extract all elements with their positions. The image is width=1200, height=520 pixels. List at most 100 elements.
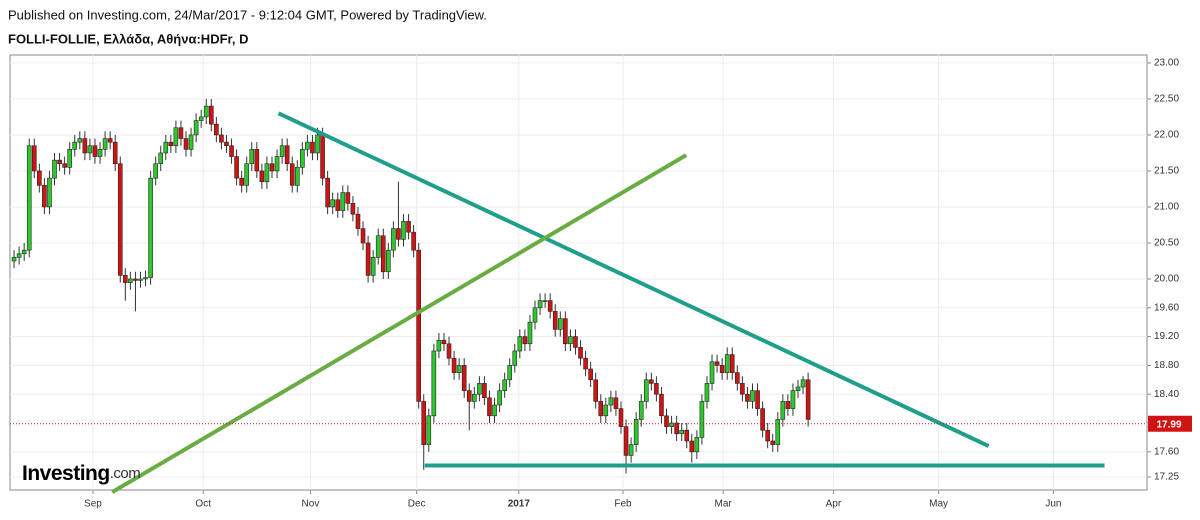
candle-body [674,422,679,435]
candle-body [760,408,765,431]
candle-body [492,404,497,417]
candle-body [72,141,78,150]
candle-body [335,199,341,211]
candle-body [699,401,705,438]
candle-body [795,386,801,391]
candle-body [537,300,543,309]
y-tick-label: 19.60 [1154,302,1179,313]
candle-body [370,257,376,276]
candle-body [633,419,639,445]
trend-line [111,153,688,494]
candle-body [16,253,22,258]
candle-body [729,354,735,373]
candle-body [193,120,199,136]
candle-body [482,383,487,399]
y-tick-label: 22.00 [1154,130,1179,141]
candle-body [42,185,47,208]
candle-body [800,379,806,388]
candle-body [527,321,533,345]
candle-body [598,401,604,417]
candle-body [143,277,148,280]
candle-body [163,141,169,154]
candle-body [214,123,219,136]
candle-body [451,357,457,373]
candle-body [87,145,93,154]
candle-body [684,429,690,442]
candle-body [284,145,290,165]
x-tick-label: Sep [84,499,102,510]
candle-body [603,404,609,417]
candle-body [583,357,588,370]
logo-bold: Investing [22,462,110,485]
y-tick-label: 17.60 [1154,446,1179,457]
candle-body [305,141,310,150]
candle-body [421,401,427,445]
candle-body [770,440,776,445]
y-tick-label: 18.80 [1154,360,1179,371]
x-tick-label: Oct [195,499,211,510]
candle-body [532,307,538,323]
candle-body [138,278,143,281]
candle-body [264,163,270,183]
candle-body [755,390,760,409]
candle-body [133,278,138,281]
candle-body [239,177,244,186]
x-tick-label: Dec [408,499,426,510]
plot-frame [9,54,1148,491]
candle-body [168,141,174,147]
candle-body [219,134,224,143]
candle-body [117,163,123,276]
x-tick-label: Mar [715,499,733,510]
candle-body [112,141,118,165]
candle-body [522,336,528,345]
candle-body [487,397,492,417]
candle-body [745,393,750,402]
candle-body [649,379,654,384]
candle-body [573,336,578,348]
x-tick-label: 2017 [508,499,531,510]
candle-body [416,249,421,402]
x-tick-label: Jun [1045,499,1061,510]
published-note: Published on Investing.com, 24/Mar/2017 … [8,7,487,22]
candle-body [386,249,391,273]
candle-body [123,275,128,283]
candle-body [259,170,265,183]
symbol-title: FOLLI-FOLLIE, Ελλάδα, Αθήνα:HDFr, D [8,31,248,46]
candle-body [714,361,720,366]
y-tick-label: 19.20 [1154,331,1179,342]
candle-body [178,127,184,139]
candle-body [588,368,593,381]
candle-body [709,361,715,384]
candle-body [568,336,573,345]
candle-body [689,440,695,453]
candle-body [507,365,513,381]
candle-body [456,365,462,373]
last-price-label: 17.99 [1156,419,1181,430]
candle-body [249,149,255,165]
candle-body [26,145,32,251]
candle-body [477,383,482,395]
candle-body [446,343,452,359]
candle-body [183,138,189,150]
candle-body [21,249,27,255]
candle-body [724,354,730,373]
candle-body [547,300,553,312]
y-tick-label: 20.00 [1154,274,1179,285]
y-tick-label: 22.50 [1154,94,1179,105]
candle-body [365,242,371,276]
candle-body [517,336,523,352]
candle-body [608,397,614,406]
candle-body [254,149,260,172]
candle-body [107,138,113,143]
candle-body [350,203,356,215]
candle-body [320,134,325,179]
candle-body [67,149,72,168]
candle-body [62,163,67,168]
candle-body [785,401,791,409]
candle-body [11,257,17,262]
candle-body [654,383,659,395]
candle-body [279,145,285,157]
candle-body [790,390,796,409]
